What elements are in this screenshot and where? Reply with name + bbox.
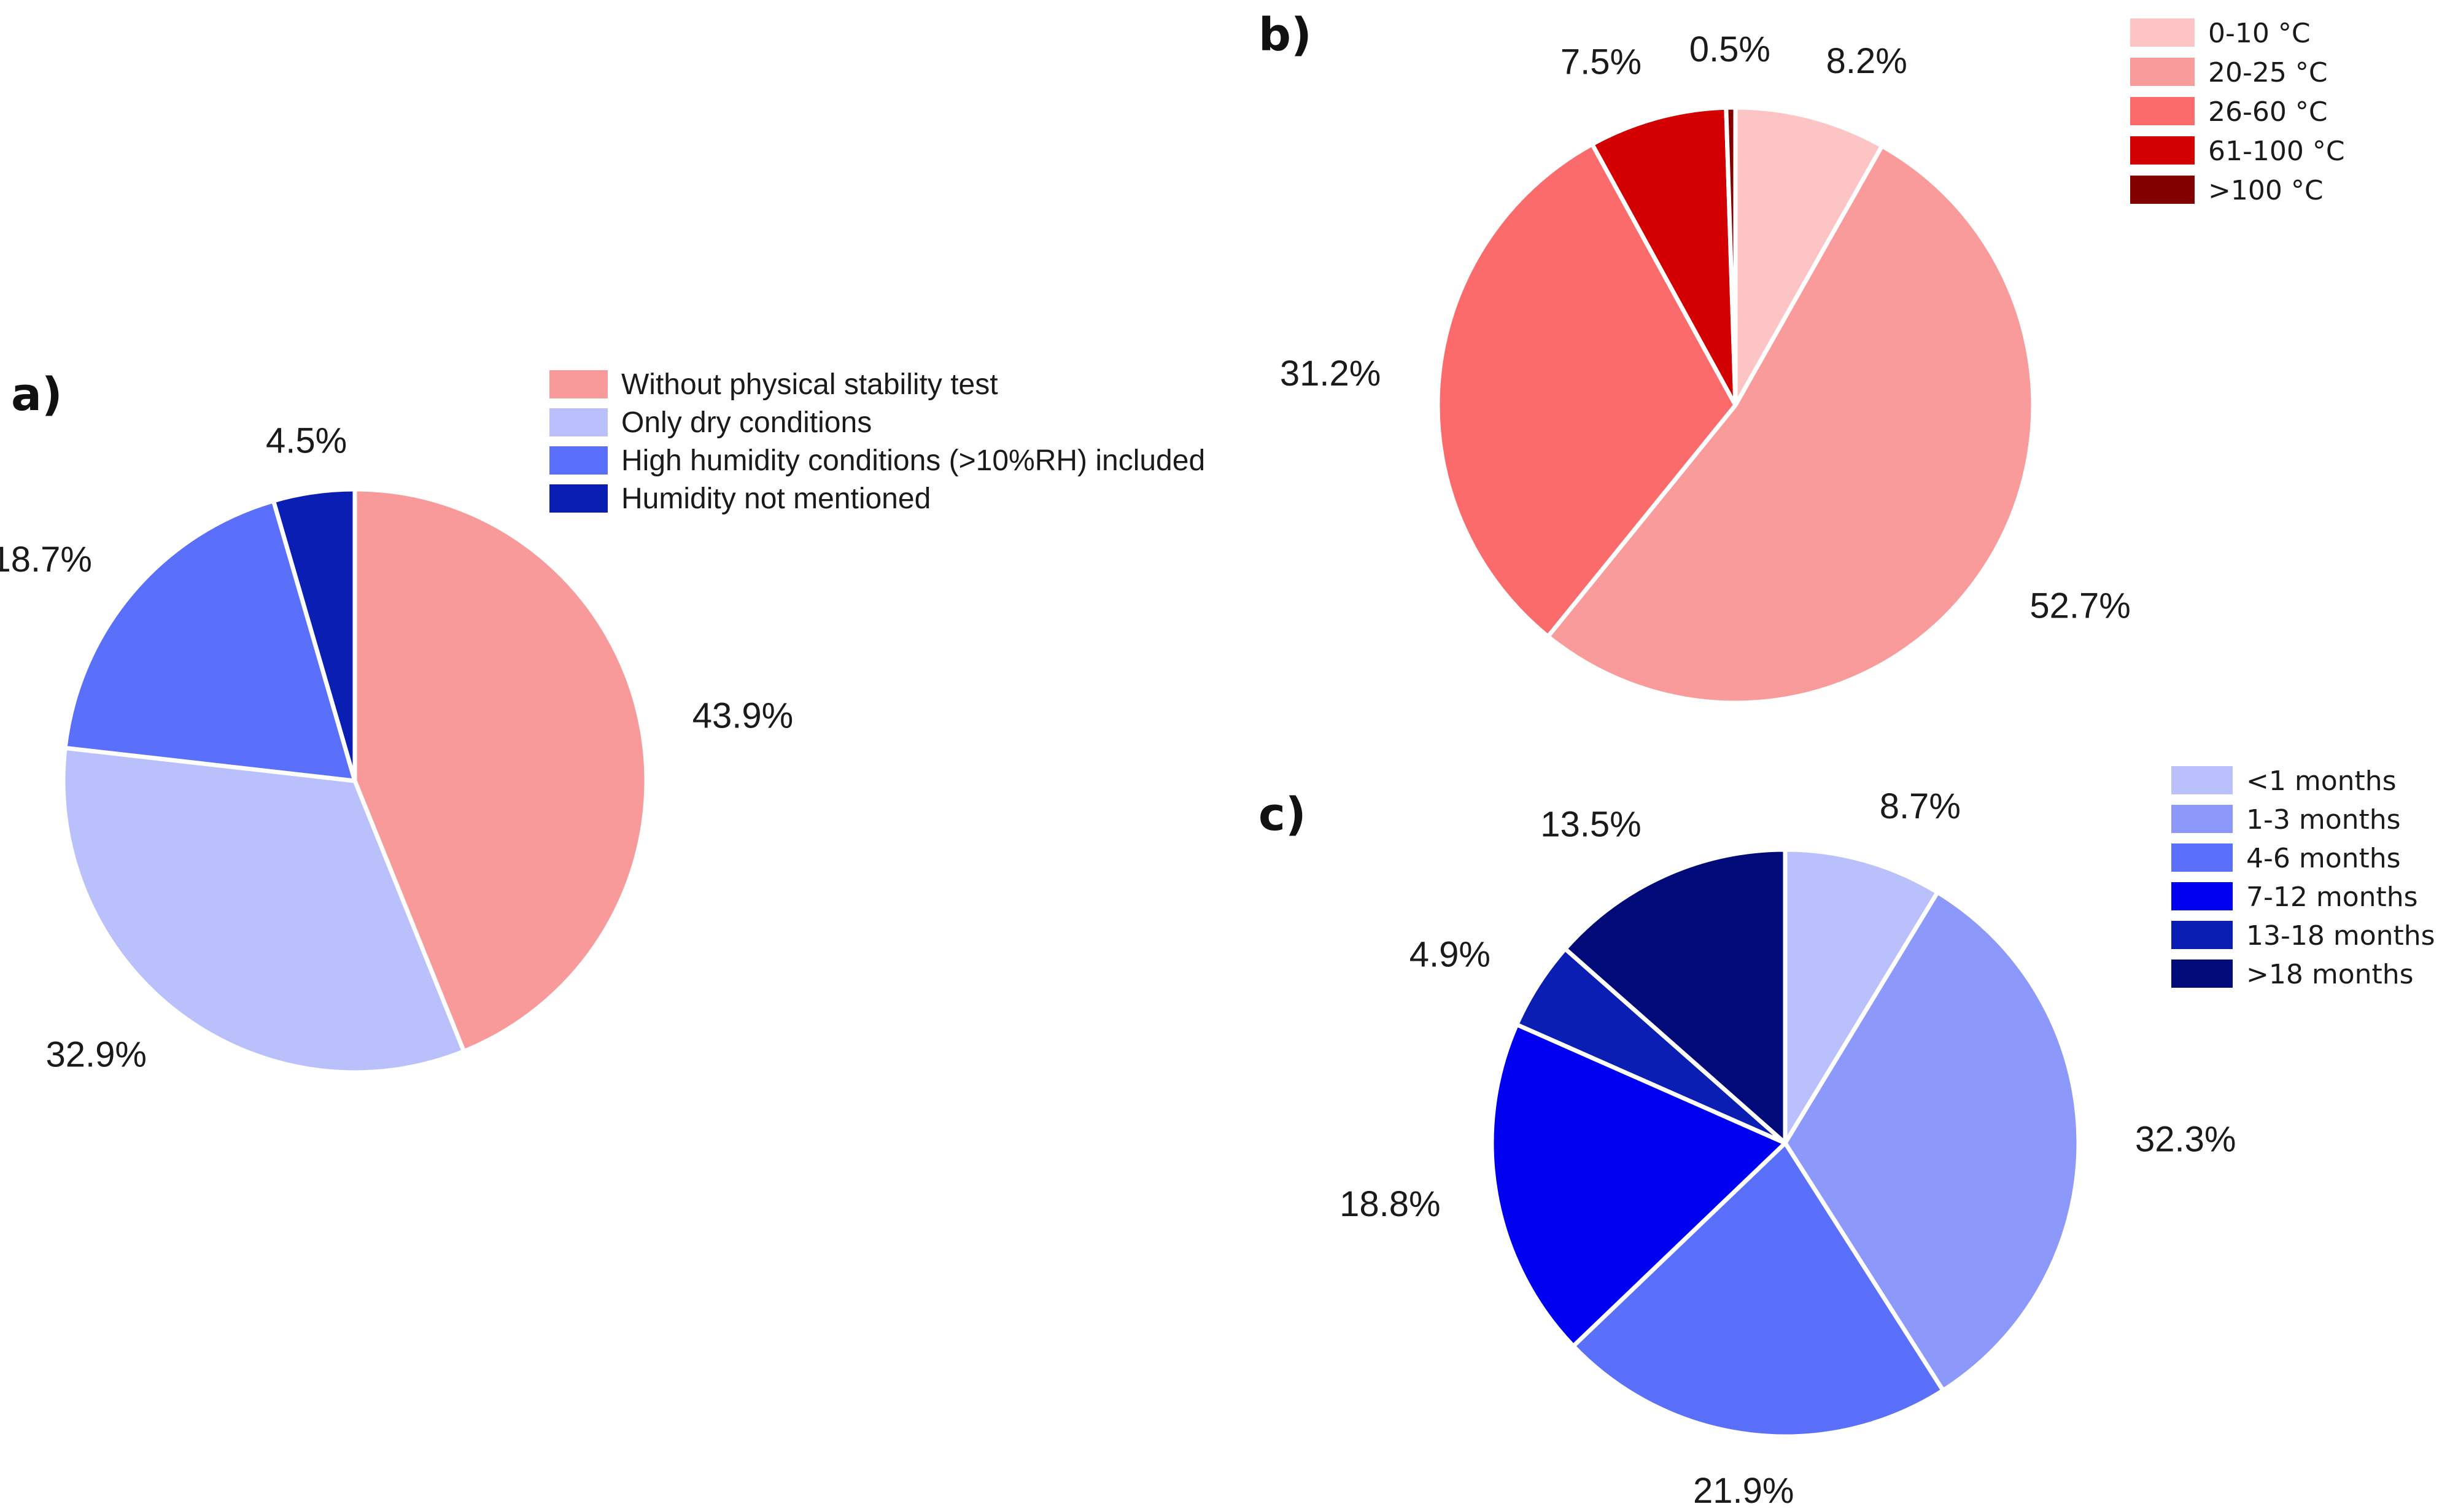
pie-label-2-4: 4.9% <box>1409 935 1491 975</box>
pie-a <box>61 487 649 1075</box>
pie-slice-2-5 <box>1563 847 1788 1146</box>
legend-label-2-1: 1-3 months <box>2246 804 2401 835</box>
legend-label-1-3: 61-100 °C <box>2208 136 2345 167</box>
pie-slice-2-3 <box>1489 1022 1788 1349</box>
legend-label-2-5: >18 months <box>2246 959 2414 990</box>
panel-a-letter: a) <box>11 368 63 421</box>
pie-b-labels: 8.2% 52.7% 31.2% 7.5% 0.5% <box>1280 29 2131 626</box>
pie-label-2-3: 18.8% <box>1339 1184 1440 1224</box>
panel-c-letter: c) <box>1258 788 1306 841</box>
legend-swatch-2-3 <box>2171 882 2233 910</box>
legend-swatch-1-3 <box>2130 136 2195 165</box>
panel-b: b) 8.2% 52.7% 31.2% 7.5% 0.5% 0-10 °C 20-25 °… <box>1258 9 2345 705</box>
pie-label-0-1: 32.9% <box>46 1035 147 1075</box>
pie-a-labels: 43.9% 32.9% 18.7% 4.5% <box>0 421 793 1075</box>
pie-label-0-3: 4.5% <box>266 421 347 461</box>
legend-swatch-1-1 <box>2130 58 2195 86</box>
legend-c: <1 months 1-3 months 4-6 months 7-12 months… <box>2171 766 2435 990</box>
pie-label-1-0: 8.2% <box>1826 41 1907 81</box>
pie-slice-0-1 <box>61 745 467 1075</box>
pie-b <box>1435 105 2036 705</box>
pie-slice-1-2 <box>1435 142 1738 639</box>
pie-slice-1-1 <box>1546 144 2036 705</box>
legend-label-2-0: <1 months <box>2246 766 2397 797</box>
pie-slice-1-0 <box>1733 105 1885 408</box>
legend-label-0-0: Without physical stability test <box>621 368 998 401</box>
pie-slice-2-0 <box>1783 847 1940 1146</box>
legend-label-1-0: 0-10 °C <box>2208 18 2311 49</box>
pie-slice-1-3 <box>1590 105 1738 408</box>
legend-swatch-2-1 <box>2171 805 2233 833</box>
legend-swatch-2-0 <box>2171 766 2233 794</box>
legend-swatch-0-2 <box>549 446 608 475</box>
pie-label-0-0: 43.9% <box>692 696 793 735</box>
legend-label-2-3: 7-12 months <box>2246 882 2418 913</box>
legend-a: Without physical stability test Only dry … <box>549 368 1205 515</box>
legend-swatch-2-5 <box>2171 960 2233 988</box>
legend-swatch-0-1 <box>549 408 608 436</box>
legend-label-1-2: 26-60 °C <box>2208 96 2328 128</box>
pie-label-1-4: 0.5% <box>1689 29 1770 69</box>
legend-label-0-2: High humidity conditions (>10%RH) includ… <box>621 444 1205 477</box>
legend-swatch-2-2 <box>2171 843 2233 872</box>
pie-slice-0-0 <box>352 487 649 1054</box>
legend-label-1-4: >100 °C <box>2208 175 2324 206</box>
legend-swatch-1-4 <box>2130 176 2195 204</box>
pie-label-2-2: 21.9% <box>1693 1471 1794 1511</box>
legend-swatch-1-2 <box>2130 97 2195 125</box>
pie-slice-2-1 <box>1783 890 2081 1393</box>
panel-c: c) 8.7% 32.3% 21.9% 18.8% 4.9% 13.5% <1 month… <box>1258 766 2435 1511</box>
pie-label-1-3: 7.5% <box>1560 42 1642 82</box>
panel-a: a) 43.9% 32.9% 18.7% 4.5% Without physical … <box>0 368 1205 1075</box>
pie-label-2-0: 8.7% <box>1880 786 1961 826</box>
pie-slice-2-2 <box>1571 1141 1945 1439</box>
legend-label-1-1: 20-25 °C <box>2208 57 2328 88</box>
panel-b-letter: b) <box>1258 9 1312 61</box>
legend-label-2-2: 4-6 months <box>2246 843 2401 874</box>
legend-swatch-0-3 <box>549 484 608 513</box>
pie-slice-0-2 <box>63 498 357 783</box>
legend-swatch-2-4 <box>2171 921 2233 949</box>
legend-label-0-3: Humidity not mentioned <box>621 483 931 515</box>
pie-label-2-1: 32.3% <box>2135 1120 2236 1160</box>
legend-swatch-1-0 <box>2130 18 2195 47</box>
pie-label-1-2: 31.2% <box>1280 354 1381 394</box>
legend-swatch-0-0 <box>549 370 608 398</box>
pie-label-2-5: 13.5% <box>1540 804 1641 844</box>
pie-label-1-1: 52.7% <box>2029 586 2130 626</box>
pie-slice-0-3 <box>271 487 357 783</box>
legend-b: 0-10 °C 20-25 °C 26-60 °C 61-100 °C >100 °C <box>2130 18 2345 206</box>
legend-label-0-1: Only dry conditions <box>621 406 872 439</box>
pie-c-labels: 8.7% 32.3% 21.9% 18.8% 4.9% 13.5% <box>1339 786 2236 1511</box>
pie-label-0-2: 18.7% <box>0 540 92 580</box>
pie-c <box>1489 847 2081 1439</box>
pie-slice-1-4 <box>1724 105 1738 408</box>
legend-label-2-4: 13-18 months <box>2246 920 2435 952</box>
